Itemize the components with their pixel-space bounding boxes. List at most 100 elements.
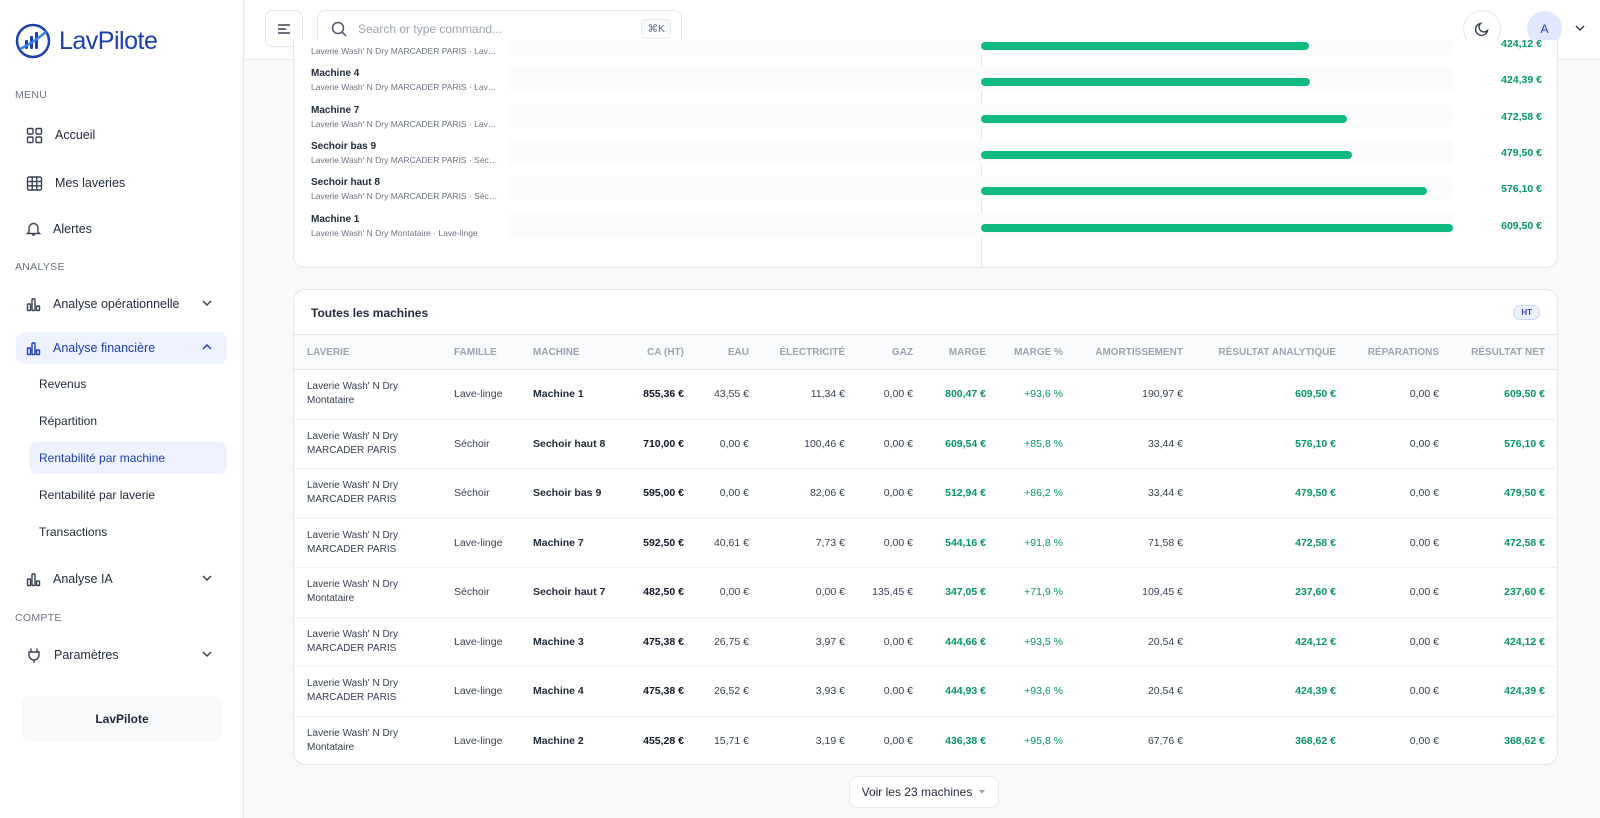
- sidebar-item-alertes[interactable]: Alertes: [16, 213, 227, 245]
- table-cell: 0,00 €: [859, 468, 927, 519]
- sidebar-item-accueil[interactable]: Accueil: [16, 119, 227, 151]
- table-cell: 67,76 €: [1077, 716, 1197, 764]
- section-label-menu: MENU: [15, 89, 48, 101]
- sidebar-item-label: Analyse opérationnelle: [53, 297, 180, 311]
- column-header[interactable]: Gaz: [859, 334, 927, 370]
- table-row[interactable]: Laverie Wash' N Dry MARCADER PARIS Lave-l…: [294, 518, 1557, 568]
- ht-badge: HT: [1513, 305, 1540, 320]
- bar-machine-name: Machine 7: [311, 104, 360, 116]
- sidebar-item-analyse-financiere[interactable]: Analyse financière: [16, 332, 227, 364]
- table-cell: 609,50 €: [1197, 369, 1350, 420]
- table-cell: +95,8 %: [1000, 716, 1077, 764]
- column-header[interactable]: Résultat net: [1453, 334, 1557, 370]
- column-header[interactable]: Eau: [698, 334, 763, 370]
- menu-icon: [278, 23, 290, 34]
- bar-machine-name: Machine 1: [311, 213, 360, 225]
- bar-machine-name: Sechoir bas 9: [311, 140, 377, 152]
- table-row[interactable]: Laverie Wash' N Dry Montataire Séchoir Sec…: [294, 567, 1557, 618]
- table-cell: Séchoir: [441, 468, 520, 519]
- column-header[interactable]: Électricité: [763, 334, 859, 370]
- table-cell: 592,50 €: [621, 518, 698, 568]
- table-cell: 482,50 €: [621, 567, 698, 618]
- table-cell: Laverie Wash' N Dry Montataire: [294, 567, 441, 618]
- sidebar-item-analyse-operationnelle[interactable]: Analyse opérationnelle: [16, 288, 227, 320]
- table-cell: 424,12 €: [1197, 617, 1350, 667]
- sidebar-subitem-transactions[interactable]: Transactions: [39, 525, 108, 539]
- table-row[interactable]: Laverie Wash' N Dry MARCADER PARIS Lave-l…: [294, 617, 1557, 667]
- app-logo[interactable]: LavPilote: [15, 23, 158, 59]
- sidebar: LavPilote MENU Accueil Mes laveries Aler…: [0, 0, 244, 818]
- sidebar-item-label: Paramètres: [54, 648, 119, 662]
- column-header[interactable]: Famille: [441, 334, 520, 370]
- column-header[interactable]: CA (HT): [621, 334, 698, 370]
- bar-machine-name: Machine 3: [311, 40, 359, 43]
- table-cell: 0,00 €: [859, 716, 927, 764]
- column-header[interactable]: Amortissement: [1077, 334, 1197, 370]
- table-cell: 800,47 €: [927, 369, 1000, 420]
- bar-machine-subtitle: Laverie Wash' N Dry MARCADER PARIS · Séc…: [311, 191, 499, 202]
- bar-value-label: 609,50 €: [1501, 219, 1542, 232]
- column-header[interactable]: Marge %: [1000, 334, 1077, 370]
- table-row[interactable]: Laverie Wash' N Dry MARCADER PARIS Lave-l…: [294, 666, 1557, 717]
- bar-machine-name: Sechoir haut 8: [311, 177, 380, 189]
- sidebar-item-analyse-ia[interactable]: Analyse IA: [16, 563, 227, 595]
- column-header[interactable]: Marge: [927, 334, 1000, 370]
- table-cell: 455,28 €: [621, 716, 698, 764]
- table-row[interactable]: Laverie Wash' N Dry Montataire Lave-linge…: [294, 369, 1557, 420]
- moon-icon: [1474, 22, 1489, 37]
- chevron-down-icon[interactable]: [1574, 22, 1586, 34]
- show-all-label: Voir les 23 machines: [861, 785, 973, 799]
- column-header[interactable]: Résultat analytique: [1197, 334, 1350, 370]
- table-cell: 3,97 €: [763, 617, 859, 667]
- table-cell: 436,38 €: [927, 716, 1000, 764]
- plug-icon: [28, 648, 40, 663]
- column-header[interactable]: Machine: [520, 334, 621, 370]
- table-cell: 0,00 €: [698, 567, 763, 618]
- bar-row: Machine 3 Laverie Wash' N Dry MARCADER PA…: [294, 40, 1557, 63]
- bar-machine-subtitle: Laverie Wash' N Dry MARCADER PARIS · Séc…: [311, 154, 499, 165]
- table-cell: Laverie Wash' N Dry MARCADER PARIS: [294, 518, 441, 568]
- table-cell: 444,66 €: [927, 617, 1000, 667]
- sidebar-item-label: Accueil: [55, 128, 96, 142]
- table-cell: 0,00 €: [1350, 419, 1453, 469]
- table-cell: 190,97 €: [1077, 369, 1197, 420]
- table-row[interactable]: Laverie Wash' N Dry MARCADER PARIS Séchoi…: [294, 419, 1557, 469]
- table-cell: 0,00 €: [859, 617, 927, 667]
- table-cell: 710,00 €: [621, 419, 698, 469]
- table-cell: 347,05 €: [927, 567, 1000, 618]
- sidebar-subitem-rentabilite-machine[interactable]: Rentabilité par machine: [29, 442, 227, 474]
- table-cell: Sechoir haut 7: [520, 567, 621, 618]
- table-cell: Sechoir haut 8: [520, 419, 621, 469]
- column-header[interactable]: Réparations: [1350, 334, 1453, 370]
- table-cell: Machine 3: [520, 617, 621, 667]
- table-cell: 7,73 €: [763, 518, 859, 568]
- sidebar-item-label: Analyse financière: [53, 341, 156, 355]
- machines-table: Laverie Famille Machine CA (HT) Eau Électrici…: [294, 334, 1557, 764]
- bar-value-label: 472,58 €: [1501, 110, 1542, 123]
- sidebar-item-label: Mes laveries: [55, 176, 126, 190]
- sidebar-item-label: Alertes: [53, 222, 92, 236]
- column-header[interactable]: Laverie: [294, 334, 441, 370]
- table-cell: 472,58 €: [1197, 518, 1350, 568]
- sidebar-subitem-repartition[interactable]: Répartition: [39, 414, 98, 428]
- bar-fill: [981, 223, 1453, 232]
- table-cell: 472,58 €: [1453, 518, 1557, 568]
- show-all-machines-button[interactable]: Voir les 23 machines: [849, 776, 999, 808]
- table-cell: Lave-linge: [441, 369, 520, 420]
- table-row[interactable]: Laverie Wash' N Dry Montataire Lave-linge…: [294, 716, 1557, 764]
- bell-icon: [26, 222, 41, 236]
- table-cell: Machine 2: [520, 716, 621, 764]
- table-cell: 71,58 €: [1077, 518, 1197, 568]
- table-cell: Lave-linge: [441, 617, 520, 667]
- sidebar-item-mes-laveries[interactable]: Mes laveries: [16, 167, 227, 199]
- table-cell: 424,39 €: [1197, 666, 1350, 717]
- sidebar-item-parametres[interactable]: Paramètres: [16, 639, 227, 671]
- sidebar-subitem-rentabilite-laverie[interactable]: Rentabilité par laverie: [39, 488, 156, 502]
- table-cell: 544,16 €: [927, 518, 1000, 568]
- sidebar-subitem-revenus[interactable]: Revenus: [39, 377, 87, 391]
- table-row[interactable]: Laverie Wash' N Dry MARCADER PARIS Séchoi…: [294, 468, 1557, 519]
- table-cell: 26,75 €: [698, 617, 763, 667]
- table-cell: Laverie Wash' N Dry MARCADER PARIS: [294, 617, 441, 667]
- table-cell: 3,93 €: [763, 666, 859, 717]
- chevron-down-icon: [202, 651, 212, 658]
